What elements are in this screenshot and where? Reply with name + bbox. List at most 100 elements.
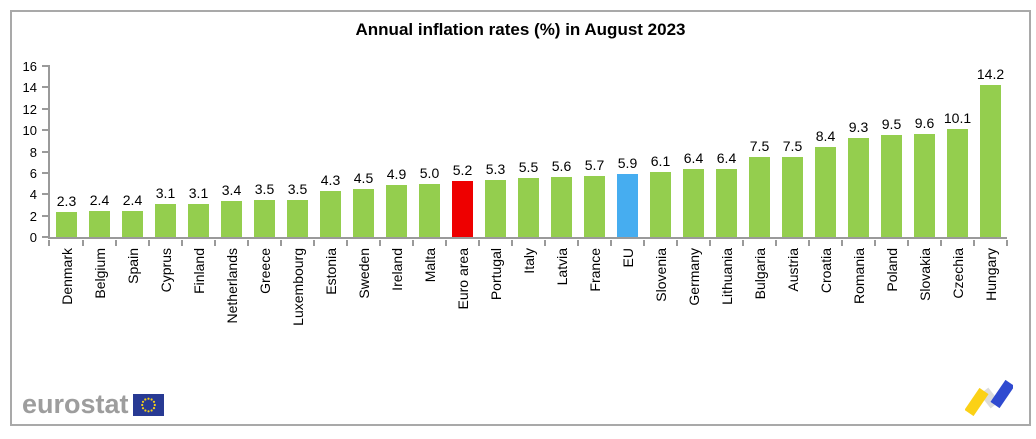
category-slot: 9.3 Romania xyxy=(842,66,876,304)
bar-value-label: 5.5 xyxy=(518,159,539,176)
bar xyxy=(551,177,572,237)
category-label: Spain xyxy=(124,248,141,284)
category-slot: 10.1 Czechia xyxy=(941,66,975,299)
x-axis-tick xyxy=(973,240,975,246)
category-label: EU xyxy=(619,248,636,268)
bar xyxy=(782,156,803,237)
x-axis-tick xyxy=(610,240,612,246)
category-label: Bulgaria xyxy=(751,248,768,300)
bar xyxy=(650,171,671,237)
eurostat-mark-icon xyxy=(965,379,1013,416)
bar-value-label: 9.6 xyxy=(914,115,935,132)
category-slot: 7.5 Bulgaria xyxy=(743,66,777,299)
bar xyxy=(353,188,374,237)
bar-value-label: 5.2 xyxy=(452,162,473,179)
category-label: Croatia xyxy=(817,248,834,294)
category-label: Lithuania xyxy=(718,248,735,305)
bar-value-label: 4.9 xyxy=(386,165,407,182)
x-axis-tick xyxy=(280,240,282,246)
bar xyxy=(254,199,275,237)
category-label: France xyxy=(586,248,603,292)
category-label: Luxembourg xyxy=(289,248,306,326)
eurostat-wordmark: eurostat xyxy=(22,389,129,419)
x-axis-tick xyxy=(148,240,150,246)
bar-value-label: 8.4 xyxy=(815,128,836,145)
bar xyxy=(452,181,473,237)
category-label: Portugal xyxy=(487,248,504,301)
x-axis-tick xyxy=(247,240,249,246)
category-label: Ireland xyxy=(388,248,405,291)
category-slot: 4.5 Sweden xyxy=(347,66,381,299)
eurostat-logo: eurostat xyxy=(22,391,164,418)
x-axis-tick xyxy=(643,240,645,246)
category-label: Cyprus xyxy=(157,248,174,293)
y-axis-tick xyxy=(42,193,50,196)
category-label: Hungary xyxy=(982,248,999,301)
category-label: Latvia xyxy=(553,248,570,286)
x-axis-tick xyxy=(214,240,216,246)
category-slot: 5.5 Italy xyxy=(512,66,546,274)
bar xyxy=(815,147,836,237)
x-axis-tick xyxy=(775,240,777,246)
x-axis-tick xyxy=(82,240,84,246)
x-axis-tick xyxy=(676,240,678,246)
category-label: Denmark xyxy=(58,248,75,305)
category-label: Belgium xyxy=(91,248,108,299)
y-axis-tick xyxy=(42,107,50,110)
y-axis-tick-label: 4 xyxy=(29,187,37,203)
category-label: Austria xyxy=(784,248,801,292)
bar xyxy=(518,178,539,237)
x-axis-tick xyxy=(940,240,942,246)
category-slot: 8.4 Croatia xyxy=(809,66,843,293)
bar xyxy=(617,173,638,237)
bar-value-label: 3.5 xyxy=(287,180,308,197)
bar xyxy=(386,184,407,237)
x-axis-tick xyxy=(709,240,711,246)
bar-value-label: 4.5 xyxy=(353,169,374,186)
bar xyxy=(485,180,506,237)
x-axis-tick xyxy=(742,240,744,246)
eu-flag-icon xyxy=(132,394,164,416)
bar-value-label: 9.5 xyxy=(881,116,902,133)
bar-value-label: 3.5 xyxy=(254,180,275,197)
y-axis-tick xyxy=(42,171,50,174)
x-axis-tick xyxy=(511,240,513,246)
category-label: Slovakia xyxy=(916,248,933,301)
category-slot: 6.4 Germany xyxy=(677,66,711,306)
y-axis-tick-label: 10 xyxy=(22,123,37,139)
y-axis-tick-label: 6 xyxy=(29,165,37,181)
category-slot: 3.5 Greece xyxy=(248,66,282,294)
bar xyxy=(947,129,968,237)
category-slot: 5.9 EU xyxy=(611,66,645,267)
x-axis-tick xyxy=(445,240,447,246)
x-axis-tick xyxy=(115,240,117,246)
bar-value-label: 5.0 xyxy=(419,164,440,181)
bar xyxy=(914,134,935,237)
bar xyxy=(584,176,605,237)
bar xyxy=(221,200,242,237)
x-axis-tick xyxy=(181,240,183,246)
x-axis-tick xyxy=(346,240,348,246)
bar-value-label: 9.3 xyxy=(848,118,869,135)
category-slot: 5.2 Euro area xyxy=(446,66,480,309)
category-slot: 5.7 France xyxy=(578,66,612,292)
x-axis-tick xyxy=(841,240,843,246)
bar-value-label: 5.7 xyxy=(584,157,605,174)
category-slot: 4.3 Estonia xyxy=(314,66,348,295)
category-label: Euro area xyxy=(454,248,471,310)
x-axis-tick xyxy=(1006,240,1008,246)
bar-value-label: 6.1 xyxy=(650,152,671,169)
y-axis-tick-label: 14 xyxy=(22,80,37,96)
bar-value-label: 4.3 xyxy=(320,172,341,189)
y-axis-tick xyxy=(42,65,50,67)
y-axis-tick xyxy=(42,86,50,89)
bar-value-label: 14.2 xyxy=(976,66,1005,83)
category-slot: 2.3 Denmark xyxy=(48,66,84,305)
bar-value-label: 7.5 xyxy=(749,137,770,154)
bar-value-label: 3.4 xyxy=(221,181,242,198)
x-axis-tick xyxy=(544,240,546,246)
y-axis-tick-label: 2 xyxy=(29,208,37,224)
y-axis-tick-label: 8 xyxy=(29,144,37,160)
category-slot: 6.1 Slovenia xyxy=(644,66,678,302)
category-label: Slovenia xyxy=(652,248,669,302)
